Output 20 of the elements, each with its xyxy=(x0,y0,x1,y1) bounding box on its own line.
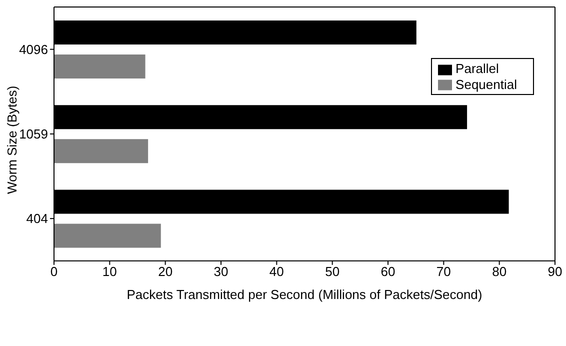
y-tick-label: 404 xyxy=(26,211,48,226)
legend-label: Sequential xyxy=(456,76,517,92)
x-axis-title: Packets Transmitted per Second (Millions of Packets/Second) xyxy=(126,286,482,302)
x-tick-label: 80 xyxy=(492,264,507,280)
bar xyxy=(54,224,161,248)
x-tick-label: 10 xyxy=(102,264,117,280)
y-tick-label: 1059 xyxy=(19,126,48,142)
bar xyxy=(54,54,146,79)
x-tick-label: 50 xyxy=(325,264,340,280)
legend-label: Parallel xyxy=(456,61,499,76)
y-tick-label: 4096 xyxy=(19,42,48,57)
bar xyxy=(54,139,148,164)
y-axis-title: Worm Size (Bytes) xyxy=(4,86,20,194)
x-tick-label: 70 xyxy=(436,264,451,280)
x-tick-label: 90 xyxy=(548,264,562,280)
x-tick-label: 60 xyxy=(380,264,396,280)
x-tick-label: 30 xyxy=(214,264,228,280)
x-tick-label: 40 xyxy=(269,264,284,280)
x-tick-label: 20 xyxy=(158,264,173,280)
x-tick-label: 0 xyxy=(50,264,58,280)
